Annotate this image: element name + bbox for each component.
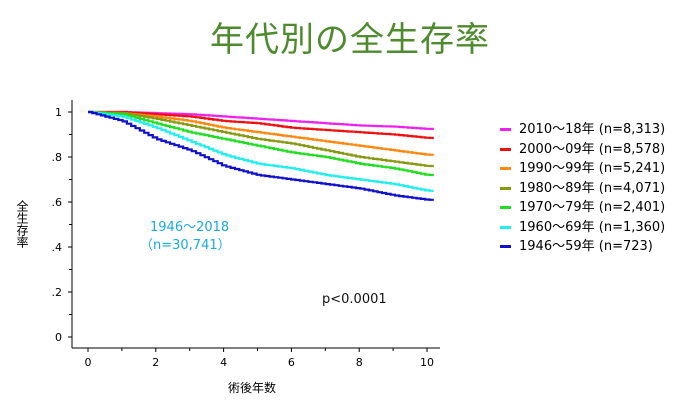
y-tick-label: .8	[52, 151, 63, 164]
legend-label: 2010〜18年 (n=8,313)	[519, 122, 666, 137]
series-line-4	[88, 110, 434, 177]
x-axis-label: 術後年数	[228, 381, 277, 395]
y-tick-label: .6	[52, 196, 63, 209]
series-line-5	[88, 110, 434, 192]
legend-label: 1990〜99年 (n=5,241)	[519, 161, 666, 176]
legend-swatch	[500, 225, 511, 229]
legend-swatch	[500, 128, 511, 132]
legend-item: 2010〜18年 (n=8,313)	[500, 120, 665, 140]
legend-swatch	[500, 186, 511, 190]
legend-label: 1980〜89年 (n=4,071)	[519, 180, 666, 196]
legend-item: 1946〜59年 (n=723)	[500, 237, 665, 257]
legend-label: 1960〜69年 (n=1,360)	[519, 219, 666, 235]
legend-item: 1990〜99年 (n=5,241)	[500, 159, 665, 179]
legend: 2010〜18年 (n=8,313) 2000〜09年 (n=8,578) 1990…	[500, 120, 665, 257]
legend-swatch	[500, 245, 511, 249]
p-value-annotation: p<0.0001	[322, 292, 387, 307]
total-n-annotation: （n=30,741）	[140, 238, 231, 253]
legend-label: 1946〜59年 (n=723)	[519, 239, 653, 254]
period-annotation: 1946〜2018	[150, 220, 230, 235]
series-line-2	[88, 110, 434, 156]
chart-title: 年代別の全生存率	[210, 20, 490, 60]
series-line-6	[88, 110, 434, 201]
legend-swatch	[500, 147, 511, 151]
x-tick-label: 0	[85, 356, 92, 369]
legend-label: 1970〜79年 (n=2,401)	[519, 200, 666, 215]
legend-swatch	[500, 167, 511, 171]
x-tick-label: 2	[152, 356, 159, 369]
x-tick-label: 4	[220, 356, 227, 369]
legend-label: 2000〜09年 (n=8,578)	[519, 141, 666, 157]
y-tick-label: 0	[55, 331, 62, 344]
legend-item: 2000〜09年 (n=8,578)	[500, 140, 665, 160]
y-axis-label: 全生存率	[15, 200, 29, 248]
legend-item: 1970〜79年 (n=2,401)	[500, 198, 665, 218]
legend-swatch	[500, 206, 511, 210]
y-tick-label: .4	[52, 241, 63, 254]
y-tick-label: 1	[55, 106, 62, 119]
series-line-3	[88, 110, 434, 168]
legend-item: 1980〜89年 (n=4,071)	[500, 179, 665, 199]
x-tick-label: 10	[420, 356, 434, 369]
x-tick-label: 8	[356, 356, 363, 369]
legend-item: 1960〜69年 (n=1,360)	[500, 218, 665, 238]
x-tick-label: 6	[288, 356, 295, 369]
series-line-1	[88, 110, 434, 139]
y-tick-label: .2	[52, 286, 63, 299]
